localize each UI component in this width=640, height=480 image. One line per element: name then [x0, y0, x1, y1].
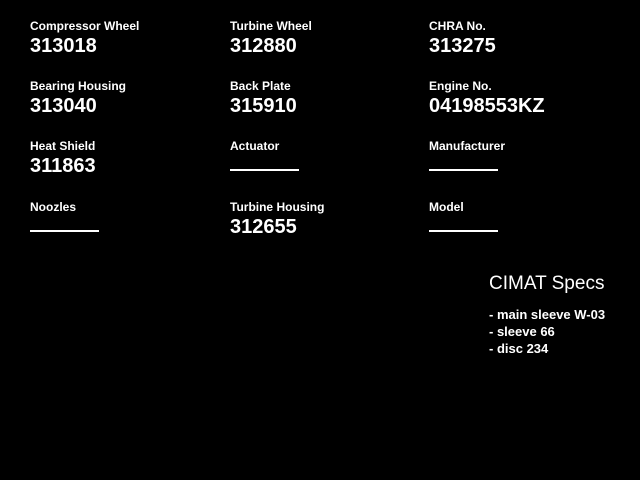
field-noozles: Noozles — [30, 200, 99, 232]
field-label-manufacturer: Manufacturer — [429, 139, 506, 153]
blank-value-line-actuator — [230, 169, 299, 171]
field-label-back-plate: Back Plate — [230, 79, 291, 93]
blank-value-line-model — [429, 230, 498, 232]
field-value-engine-no: 04198553KZ — [429, 95, 545, 117]
field-manufacturer: Manufacturer — [429, 139, 505, 171]
field-label-chra-no: CHRA No. — [429, 19, 486, 33]
field-label-model: Model — [429, 200, 464, 214]
field-value-compressor-wheel: 313018 — [30, 35, 97, 57]
field-engine-no: Engine No. 04198553KZ — [429, 79, 545, 117]
field-value-turbine-wheel: 312880 — [230, 35, 297, 57]
field-model: Model — [429, 200, 498, 232]
field-label-compressor-wheel: Compressor Wheel — [30, 19, 140, 33]
field-compressor-wheel: Compressor Wheel 313018 — [30, 19, 139, 57]
field-heat-shield: Heat Shield 311863 — [30, 139, 96, 177]
blank-value-line-noozles — [30, 230, 99, 232]
cimat-specs-item-main-sleeve: - main sleeve W-03 — [489, 307, 606, 322]
field-value-heat-shield: 311863 — [30, 155, 96, 177]
blank-value-line-manufacturer — [429, 169, 498, 171]
field-chra-no: CHRA No. 313275 — [429, 19, 496, 57]
field-value-chra-no: 313275 — [429, 35, 496, 57]
field-turbine-wheel: Turbine Wheel 312880 — [230, 19, 312, 57]
cimat-specs-list: - main sleeve W-03 - sleeve 66 - disc 23… — [489, 306, 605, 357]
field-label-engine-no: Engine No. — [429, 79, 492, 93]
cimat-specs-title: CIMAT Specs — [489, 273, 605, 294]
field-turbine-housing: Turbine Housing 312655 — [230, 200, 324, 238]
field-label-noozles: Noozles — [30, 200, 77, 214]
field-value-bearing-housing: 313040 — [30, 95, 97, 117]
cimat-specs-item-sleeve: - sleeve 66 — [489, 324, 555, 339]
field-label-turbine-housing: Turbine Housing — [230, 200, 325, 214]
cimat-specs-section: CIMAT Specs - main sleeve W-03 - sleeve … — [489, 273, 605, 357]
field-back-plate: Back Plate 315910 — [230, 79, 297, 117]
field-value-turbine-housing: 312655 — [230, 216, 297, 238]
field-label-turbine-wheel: Turbine Wheel — [230, 19, 312, 33]
field-label-heat-shield: Heat Shield — [30, 139, 96, 153]
field-bearing-housing: Bearing Housing 313040 — [30, 79, 126, 117]
field-actuator: Actuator — [230, 139, 299, 171]
field-label-bearing-housing: Bearing Housing — [30, 79, 127, 93]
cimat-specs-item-disc: - disc 234 — [489, 341, 549, 356]
field-label-actuator: Actuator — [230, 139, 280, 153]
field-value-back-plate: 315910 — [230, 95, 297, 117]
